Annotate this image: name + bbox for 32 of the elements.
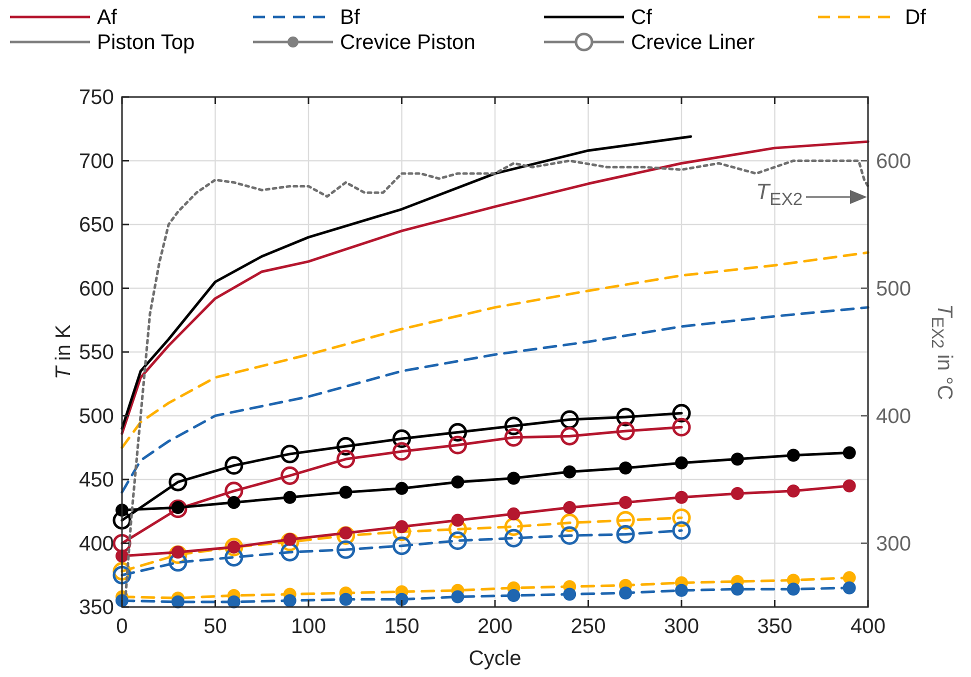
x-tick-label: 150 bbox=[384, 615, 420, 638]
x-tick-label: 200 bbox=[477, 615, 513, 638]
y-tick-label: 350 bbox=[78, 596, 114, 619]
legend-label: Cf bbox=[631, 6, 652, 29]
x-tick-label: 100 bbox=[290, 615, 326, 638]
y2-tick-label: 300 bbox=[876, 532, 912, 556]
x-tick-label: 0 bbox=[116, 615, 128, 638]
x-tick-label: 300 bbox=[664, 615, 700, 638]
legend-label: Af bbox=[97, 6, 118, 29]
y-tick-label: 450 bbox=[78, 468, 114, 492]
y-tick-label: 650 bbox=[78, 214, 114, 236]
y2-tick-label: 400 bbox=[876, 404, 912, 428]
x-tick-label: 400 bbox=[850, 615, 886, 638]
legend-label: Crevice Piston bbox=[340, 31, 476, 54]
y2-tick-label: 500 bbox=[876, 277, 912, 300]
y2-tick-label: 600 bbox=[876, 150, 912, 173]
y-tick-label: 700 bbox=[78, 150, 114, 173]
y-axis-title: T in K bbox=[52, 324, 75, 380]
y-tick-label: 750 bbox=[78, 86, 114, 109]
legend-label: Piston Top bbox=[97, 31, 195, 54]
x-tick-label: 350 bbox=[757, 615, 792, 638]
annotation: T$_{EX2}$ bbox=[756, 179, 803, 210]
y-tick-label: 500 bbox=[78, 404, 114, 428]
x-tick-label: 250 bbox=[570, 615, 606, 638]
legend-label: Crevice Liner bbox=[631, 31, 755, 54]
legend-label: Df bbox=[905, 6, 926, 29]
x-tick-label: 50 bbox=[204, 615, 227, 638]
y-tick-label: 550 bbox=[78, 341, 114, 364]
y-tick-label: 400 bbox=[78, 532, 114, 556]
legend-label: Bf bbox=[340, 6, 360, 29]
y-tick-label: 600 bbox=[78, 277, 114, 300]
x-axis-title: Cycle bbox=[468, 647, 522, 670]
